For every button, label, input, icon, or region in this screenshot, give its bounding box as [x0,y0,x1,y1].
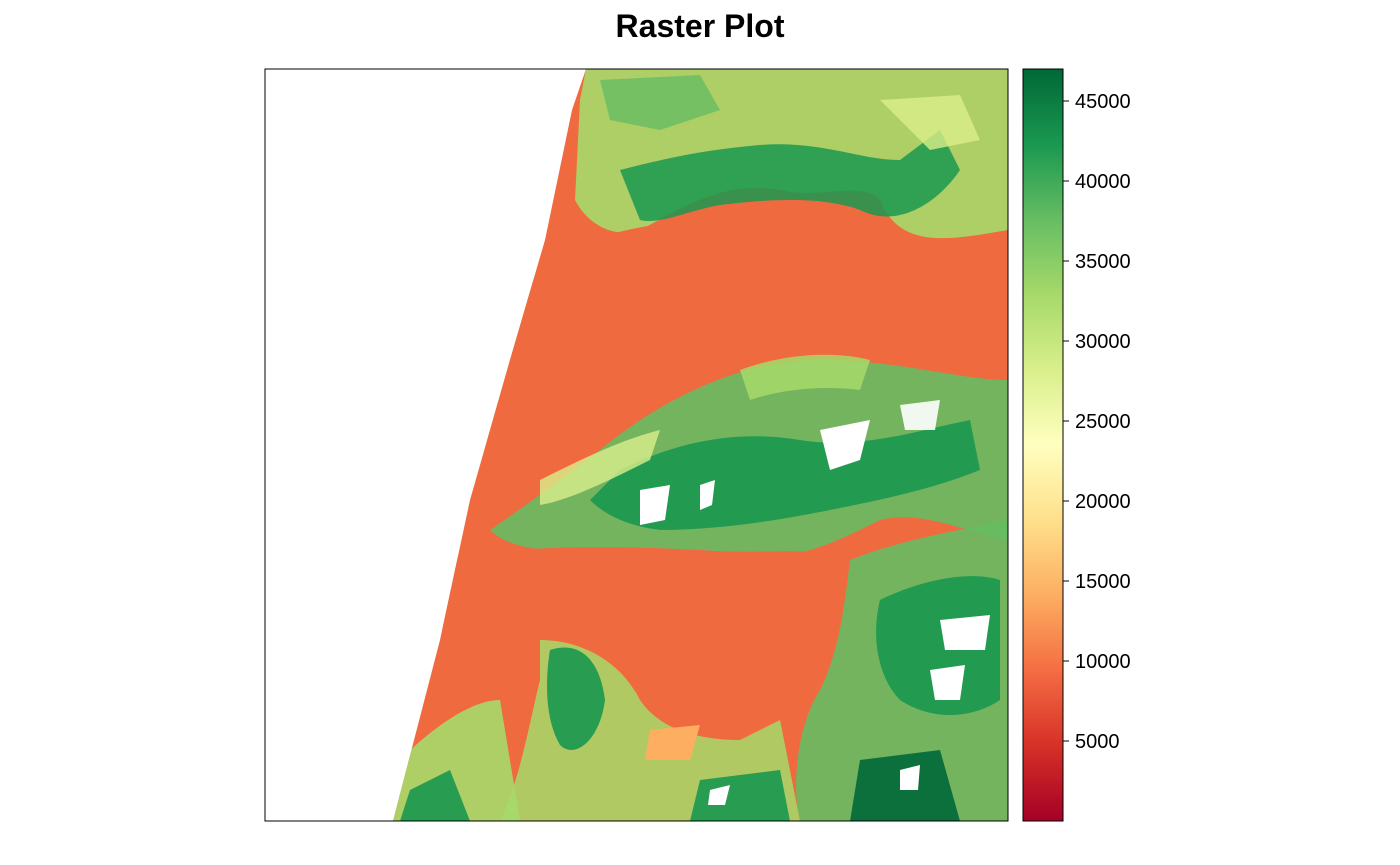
middle-left-vegetation [540,430,660,505]
colorbar-ticks: 5000 10000 15000 20000 25000 30000 35000 40000 4… [1063,91,1131,753]
raster-map [264,68,1009,822]
lower-right-forest [876,576,1000,715]
colorbar-tick-label: 30000 [1075,331,1131,353]
middle-nodata-1 [820,420,870,470]
middle-forest [590,420,980,530]
colorbar-ramp [1023,69,1063,821]
lower-nodata-2 [930,665,965,700]
upper-valley [470,216,1008,520]
upper-right-vegetation [880,95,980,150]
upper-forest [620,130,960,222]
bottom-left-forest [400,770,470,821]
lower-nodata-4 [900,765,920,790]
middle-nodata-3 [700,480,715,510]
middle-upper-vegetation [740,354,870,400]
colorbar-tick-label: 25000 [1075,411,1131,433]
middle-nodata-4 [900,400,940,430]
lower-left-forest [547,647,605,750]
lower-nodata-3 [708,785,730,805]
colorbar-frame [1022,68,1064,822]
lower-lake [645,725,700,760]
colorbar-tick-label: 45000 [1075,91,1131,113]
map-frame [264,68,1009,822]
upper-left-vegetation [600,75,720,130]
colorbar: 5000 10000 15000 20000 25000 30000 35000 40000 4… [1022,68,1131,822]
middle-nodata-2 [640,485,670,525]
lower-valley [440,547,860,705]
lower-bottom-forest [690,770,790,821]
plot-title: Raster Plot [615,8,785,44]
lower-nodata-1 [940,615,990,650]
colorbar-tick-label: 20000 [1075,491,1131,513]
colorbar-tick-label: 15000 [1075,571,1131,593]
colorbar-tick-label: 35000 [1075,251,1131,273]
colorbar-tick-label: 40000 [1075,171,1131,193]
colorbar-tick-label: 10000 [1075,651,1131,673]
colorbar-tick-label: 5000 [1075,731,1120,753]
